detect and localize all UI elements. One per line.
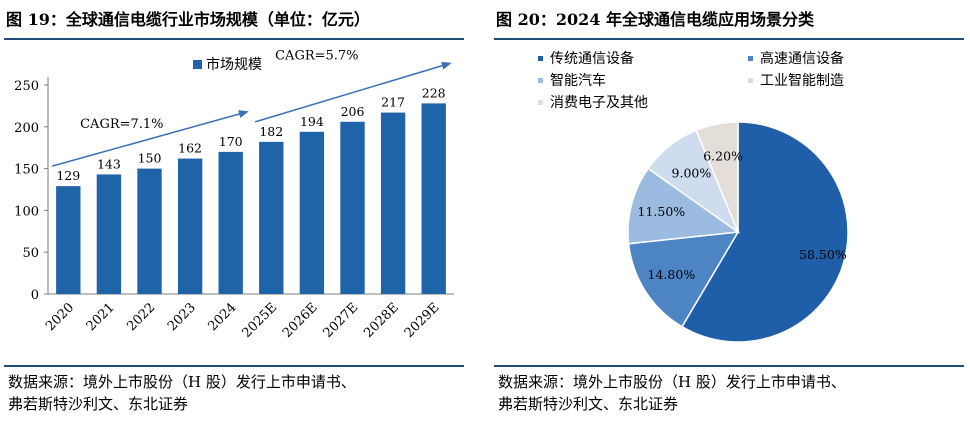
bar-2021 <box>96 174 122 294</box>
bar-value-label: 143 <box>97 156 121 171</box>
pie-slice-0 <box>680 121 849 343</box>
pie-value-label: 6.20% <box>703 148 743 163</box>
bar-value-label: 194 <box>300 114 324 129</box>
bar-2023 <box>177 158 203 294</box>
bar-value-label: 150 <box>138 151 162 166</box>
left-figure-panel: 图 19：全球通信电缆行业市场规模（单位：亿元） 0 50 100 150 200 250… <box>0 0 470 425</box>
x-tick-label: 2024 <box>206 300 240 334</box>
x-tick-label: 2023 <box>165 300 199 334</box>
bar-value-label: 182 <box>259 124 283 139</box>
bar-value-label: 162 <box>178 141 202 156</box>
right-source-line-1: 数据来源：境外上市股份（H 股）发行上市申请书、 <box>498 373 846 391</box>
y-tick-label: 50 <box>22 246 39 261</box>
right-source-line-2: 弗若斯特沙利文、东北证券 <box>498 395 679 413</box>
right-source-note: 数据来源：境外上市股份（H 股）发行上市申请书、 弗若斯特沙利文、东北证券 <box>498 371 846 415</box>
right-title-rule <box>494 38 964 40</box>
pie-slice-2 <box>627 167 741 245</box>
left-source-rule <box>4 365 464 367</box>
bar-2026E <box>299 131 325 294</box>
pie-value-label: 11.50% <box>638 204 686 219</box>
y-tick-label: 150 <box>14 163 39 178</box>
x-tick-label: 2027E <box>321 300 362 341</box>
pie-chart: 58.50% 14.80% 11.50% 9.00% 6.20% 传统通信设备 高速通信设备… <box>538 50 849 343</box>
left-source-line-2: 弗若斯特沙利文、东北证券 <box>8 395 189 413</box>
bar-chart: 0 50 100 150 200 250 129 2020 143 2021 150 2022 162 2… <box>14 48 454 341</box>
legend-swatch <box>538 78 543 83</box>
legend-swatch <box>538 56 543 61</box>
cagr-label: CAGR=5.7% <box>275 48 358 63</box>
cagr-label: CAGR=7.1% <box>80 117 163 132</box>
bar-2022 <box>137 168 162 294</box>
x-tick-label: 2028E <box>361 300 402 341</box>
bar-value-label: 129 <box>56 168 80 183</box>
pie-slice-1 <box>627 231 740 328</box>
bar-2027E <box>340 121 365 294</box>
left-source-note: 数据来源：境外上市股份（H 股）发行上市申请书、 弗若斯特沙利文、东北证券 <box>8 371 356 415</box>
x-tick-label: 2025E <box>239 300 280 341</box>
right-figure-panel: 图 20：2024 年全球通信电缆应用场景分类 58.50% 14.80% 11.5… <box>490 0 970 425</box>
x-tick-label: 2026E <box>280 300 321 341</box>
x-tick-label: 2020 <box>43 300 77 334</box>
x-tick-label: 2021 <box>84 300 118 334</box>
bar-value-label: 170 <box>219 134 243 149</box>
right-source-rule <box>494 365 964 367</box>
bar-2029E <box>421 103 446 294</box>
legend-label: 传统通信设备 <box>550 50 634 67</box>
bar-value-label: 228 <box>422 85 446 100</box>
pie-value-label: 58.50% <box>799 247 847 262</box>
y-tick-label: 250 <box>14 79 39 94</box>
legend-label: 消费电子及其他 <box>550 95 648 111</box>
legend-label: 工业智能制造 <box>760 73 844 89</box>
bar-2020 <box>56 186 81 294</box>
pie-value-label: 9.00% <box>672 165 712 180</box>
legend-swatch <box>748 56 753 61</box>
y-tick-label: 200 <box>14 121 39 136</box>
bar-value-label: 206 <box>341 104 365 119</box>
left-figure-title: 图 19：全球通信电缆行业市场规模（单位：亿元） <box>6 10 370 29</box>
y-tick-label: 100 <box>14 204 39 219</box>
x-tick-label: 2022 <box>124 300 158 334</box>
right-figure-title: 图 20：2024 年全球通信电缆应用场景分类 <box>496 10 814 29</box>
pie-slice-4 <box>695 121 739 233</box>
x-tick-label: 2029E <box>402 300 443 341</box>
bar-value-label: 217 <box>381 95 405 110</box>
cagr-arrow <box>254 61 452 123</box>
pie-value-label: 14.80% <box>648 267 696 282</box>
legend-swatch <box>538 100 543 105</box>
legend-swatch <box>748 78 753 83</box>
bar-2025E <box>259 141 284 294</box>
legend-label: 高速通信设备 <box>760 50 844 67</box>
bar-2024 <box>218 151 243 294</box>
legend-label: 市场规模 <box>206 56 262 73</box>
legend-swatch <box>193 60 202 69</box>
y-tick-label: 0 <box>31 288 39 303</box>
cagr-arrow <box>51 110 249 167</box>
legend-label: 智能汽车 <box>550 72 606 89</box>
left-title-rule <box>4 38 464 40</box>
left-source-line-1: 数据来源：境外上市股份（H 股）发行上市申请书、 <box>8 373 356 391</box>
bar-2028E <box>380 112 406 294</box>
